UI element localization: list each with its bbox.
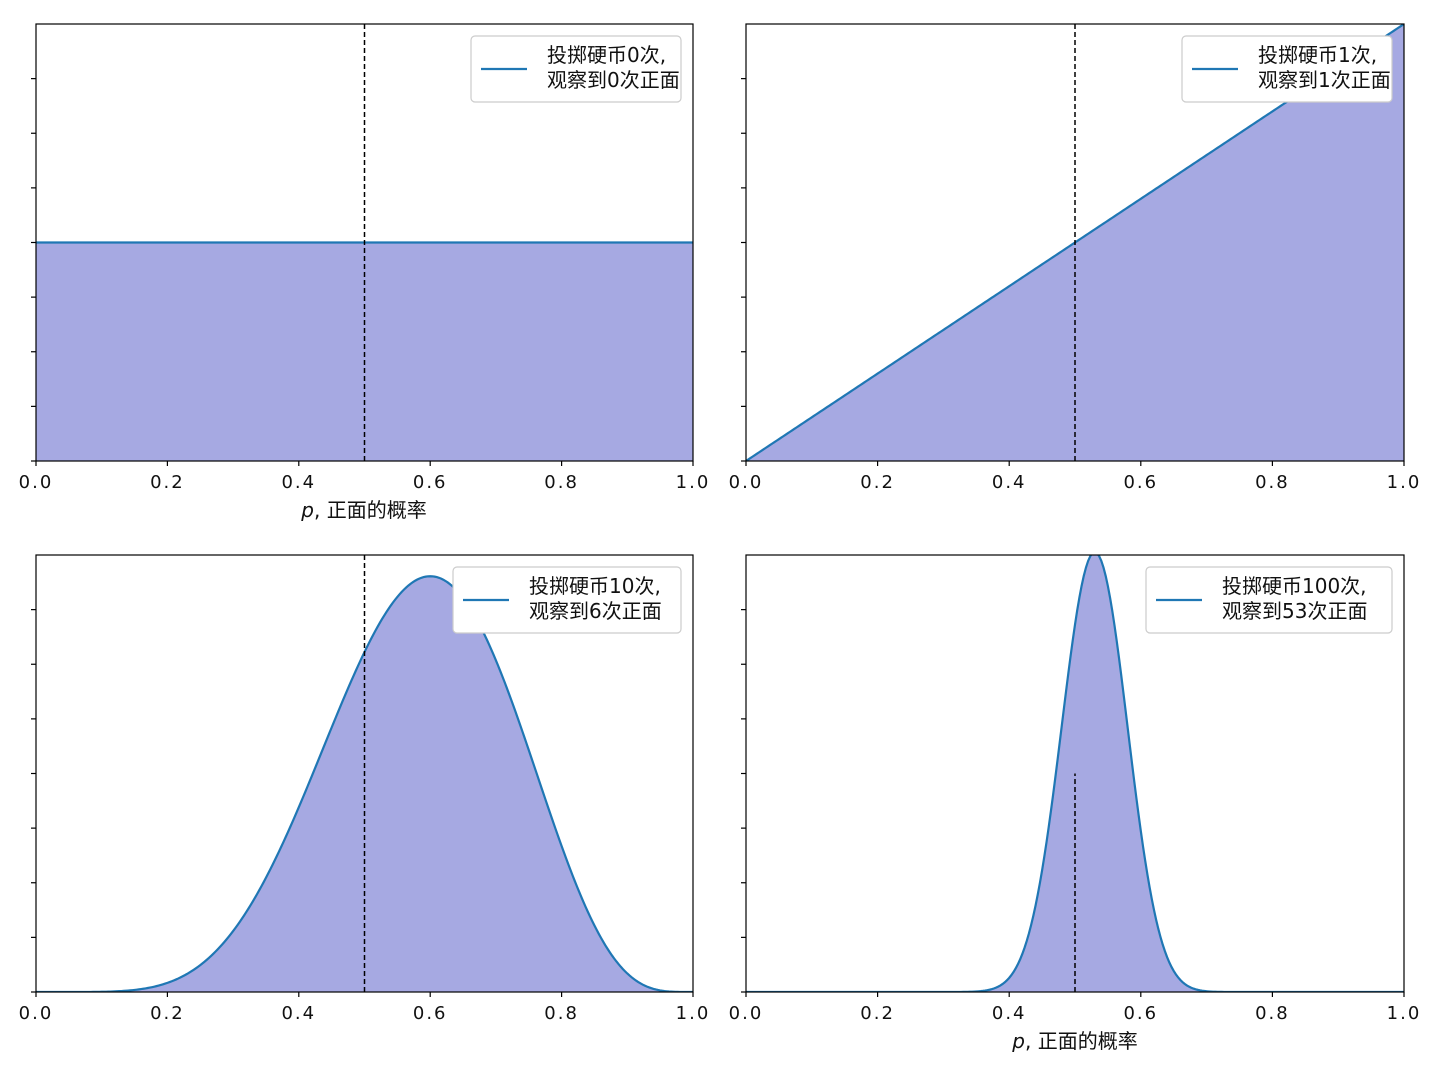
legend-label-line: 投掷硬币0次, <box>547 43 666 67</box>
x-tick-label: 1.0 <box>676 1003 711 1024</box>
x-tick-label: 0.4 <box>281 472 316 493</box>
legend-box <box>470 35 682 103</box>
legend: 投掷硬币10次,观察到6次正面 <box>452 566 682 634</box>
legend-label-line: 观察到0次正面 <box>547 68 680 92</box>
x-tick-label: 0.8 <box>544 472 579 493</box>
x-tick-label: 0.6 <box>1123 1003 1158 1024</box>
legend-box <box>452 566 682 634</box>
x-tick-label: 0.2 <box>860 1003 895 1024</box>
x-tick-label: 0.6 <box>413 472 448 493</box>
panel-2: 0.0 0.2 0.4 0.6 0.8 1.0 投掷硬币1次,观察到1次正面 <box>729 23 1422 493</box>
posterior-fill-area <box>36 242 693 461</box>
x-tick-label: 0.4 <box>992 1003 1027 1024</box>
panel-1: 0.0 0.2 0.4 0.6 0.8 1.0 投掷硬币0次,观察到0次正面 <box>19 23 711 493</box>
legend-label-line: 观察到53次正面 <box>1222 599 1367 623</box>
legend-label-line: 投掷硬币10次, <box>529 574 661 598</box>
x-tick-label: 1.0 <box>1387 1003 1422 1024</box>
x-tick-label: 0.0 <box>729 1003 764 1024</box>
x-tick-label: 0.6 <box>1123 472 1158 493</box>
legend: 投掷硬币1次,观察到1次正面 <box>1181 35 1393 103</box>
legend-label-line: 观察到1次正面 <box>1258 68 1391 92</box>
x-tick-label: 0.0 <box>19 472 54 493</box>
x-tick-label: 0.8 <box>1255 1003 1290 1024</box>
panel-4: 0.0 0.2 0.4 0.6 0.8 1.0 投掷硬币100次,观察到53次正面 <box>729 554 1422 1024</box>
legend: 投掷硬币100次,观察到53次正面 <box>1145 566 1393 634</box>
legend-box <box>1181 35 1393 103</box>
legend: 投掷硬币0次,观察到0次正面 <box>470 35 682 103</box>
x-axis-label-panel-4: p, 正面的概率 <box>1011 1029 1137 1053</box>
x-tick-label: 0.4 <box>281 1003 316 1024</box>
x-tick-label: 0.2 <box>150 1003 185 1024</box>
x-tick-label: 0.0 <box>19 1003 54 1024</box>
posterior-line <box>746 555 1404 992</box>
x-tick-label: 1.0 <box>1387 472 1422 493</box>
x-tick-label: 0.2 <box>150 472 185 493</box>
x-tick-label: 0.6 <box>413 1003 448 1024</box>
x-tick-label: 0.0 <box>729 472 764 493</box>
legend-box <box>1145 566 1393 634</box>
legend-label-line: 投掷硬币100次, <box>1222 574 1367 598</box>
x-tick-label: 0.8 <box>1255 472 1290 493</box>
posterior-fill-area <box>36 576 693 992</box>
panel-3: 0.0 0.2 0.4 0.6 0.8 1.0 投掷硬币10次,观察到6次正面 <box>19 554 711 1024</box>
x-tick-label: 0.4 <box>992 472 1027 493</box>
legend-label-line: 观察到6次正面 <box>529 599 662 623</box>
x-tick-label: 1.0 <box>676 472 711 493</box>
x-axis-label-panel-1: p, 正面的概率 <box>300 498 426 522</box>
x-tick-label: 0.8 <box>544 1003 579 1024</box>
x-tick-label: 0.2 <box>860 472 895 493</box>
legend-label-line: 投掷硬币1次, <box>1258 43 1377 67</box>
